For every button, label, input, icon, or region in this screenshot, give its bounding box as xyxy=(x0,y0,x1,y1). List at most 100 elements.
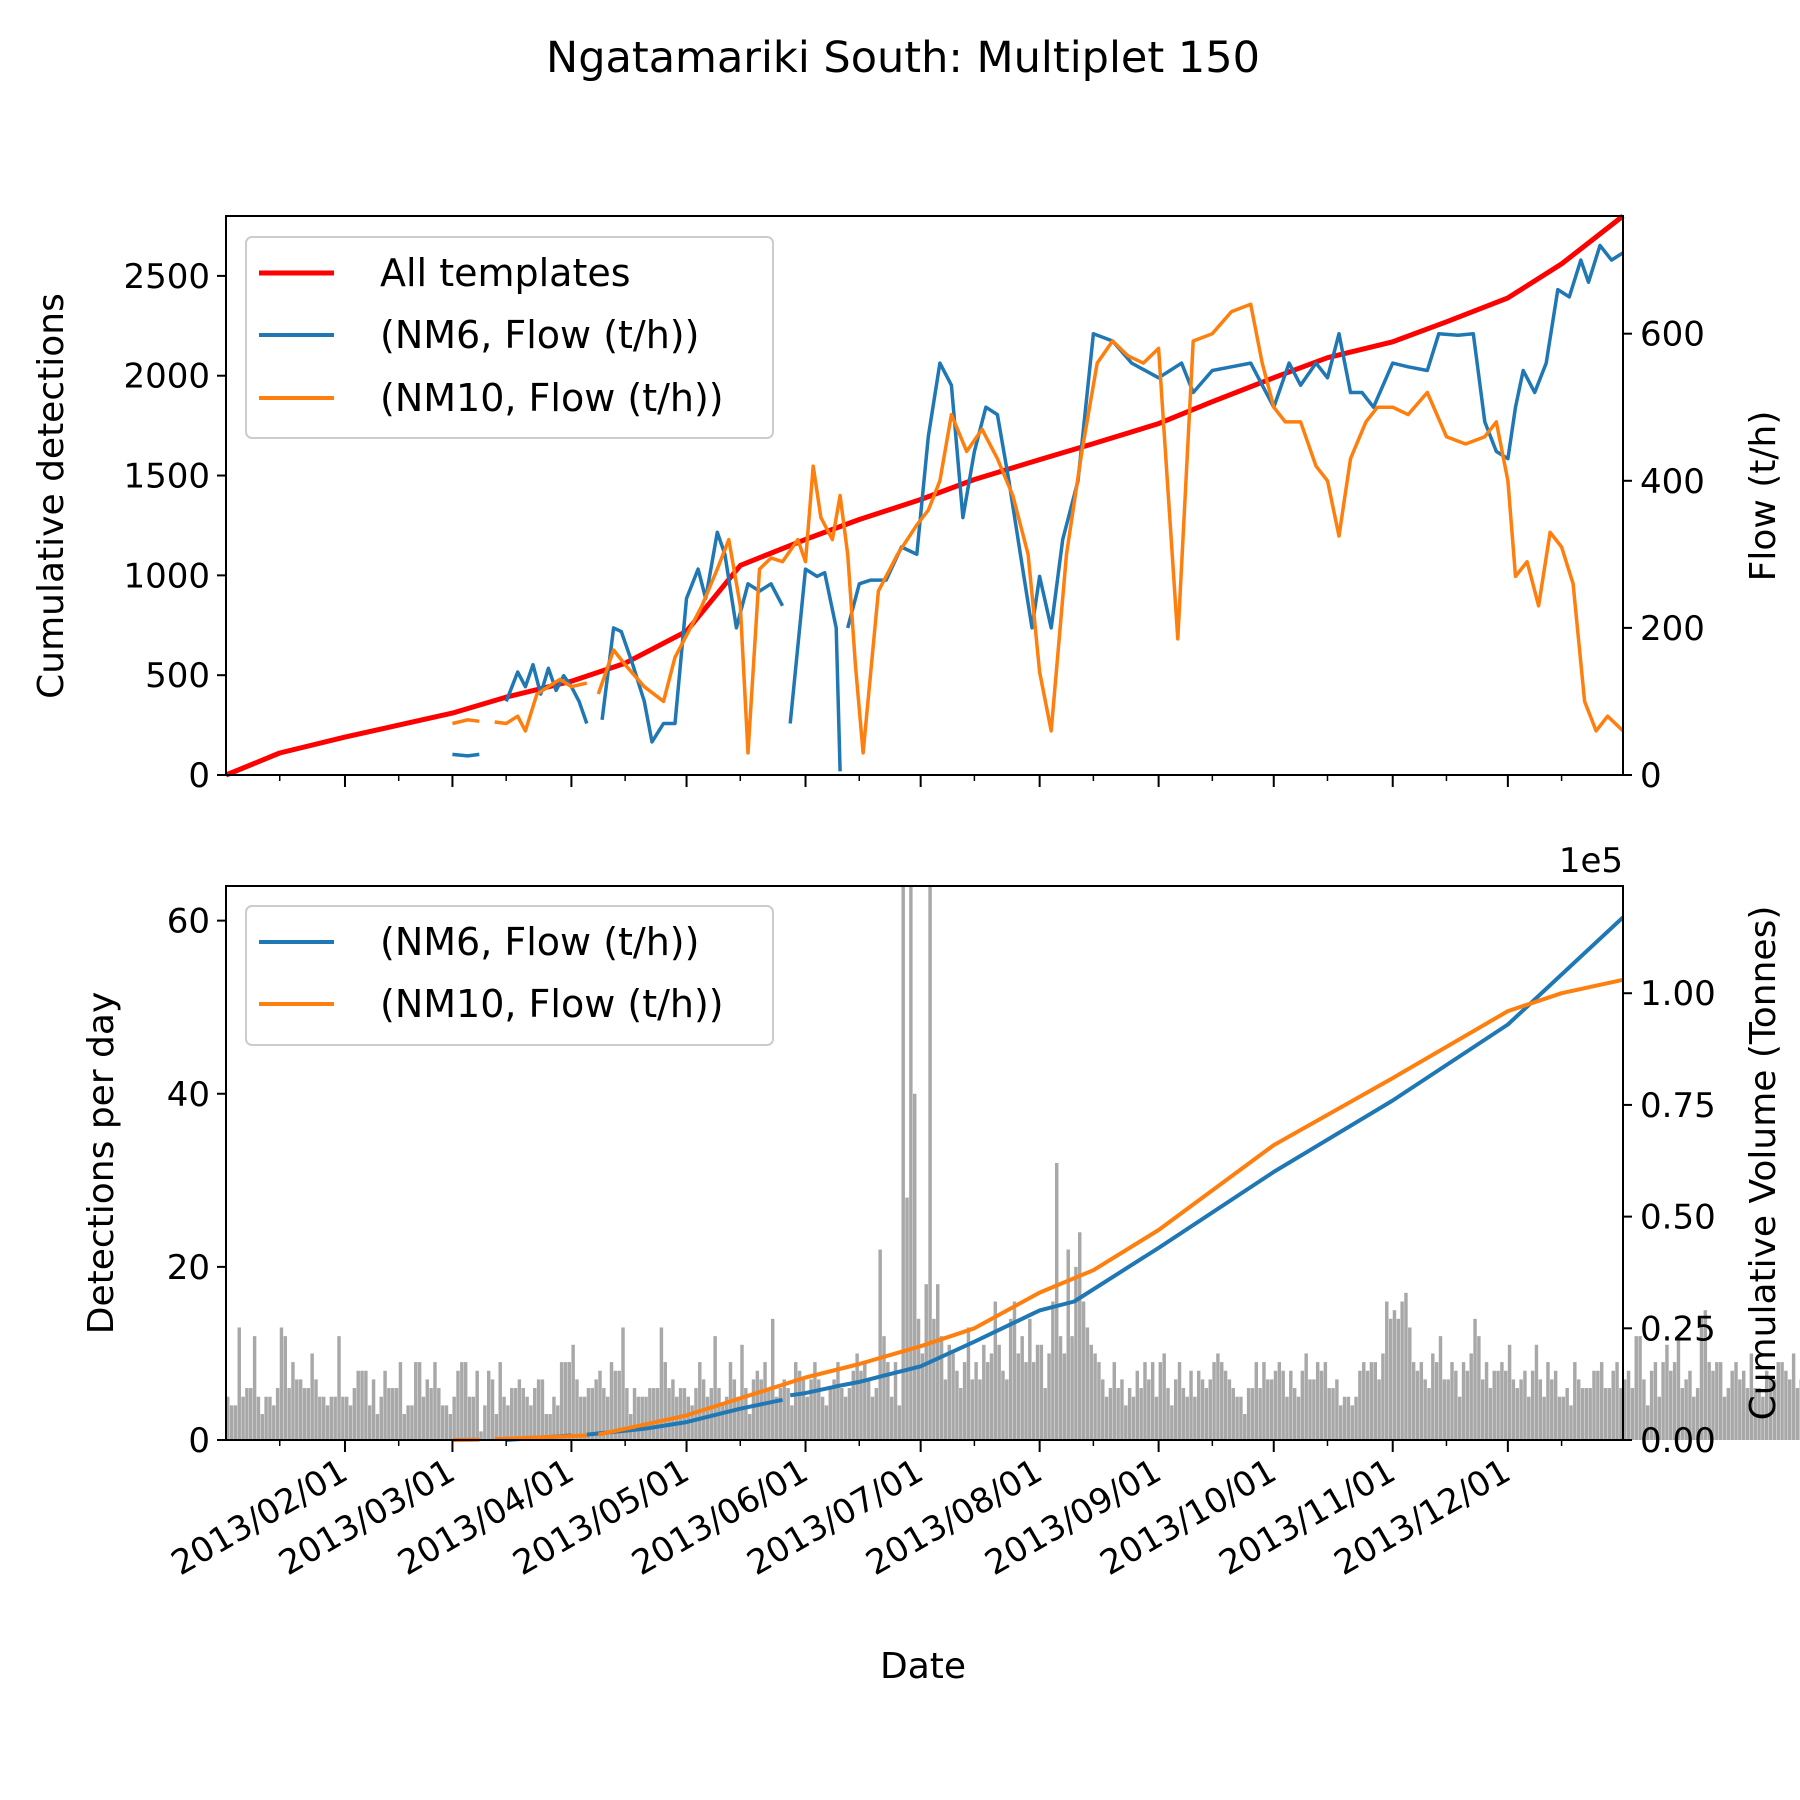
daily-bar xyxy=(226,1396,230,1440)
top-plot-area xyxy=(225,214,1625,778)
daily-bar xyxy=(667,1388,671,1440)
daily-bar xyxy=(1550,1379,1554,1440)
daily-bar xyxy=(1235,1396,1239,1440)
daily-bar xyxy=(1054,1163,1059,1440)
daily-bar xyxy=(1185,1396,1189,1440)
daily-bar xyxy=(1327,1388,1331,1440)
daily-bar xyxy=(494,1414,499,1440)
daily-bar xyxy=(1573,1362,1577,1440)
daily-bar xyxy=(1465,1370,1470,1440)
legend-label-nm6-volume: (NM6, Flow (t/h)) xyxy=(380,920,699,964)
bottom-left-y-label: Detections per day xyxy=(81,992,122,1335)
daily-bar xyxy=(613,1370,618,1440)
daily-bar xyxy=(951,1353,955,1440)
daily-bar xyxy=(989,1353,994,1440)
daily-bar xyxy=(1749,1353,1754,1440)
daily-bar xyxy=(1273,1370,1278,1440)
daily-bar xyxy=(1484,1362,1489,1440)
daily-bar xyxy=(1446,1379,1450,1440)
daily-bar xyxy=(1254,1362,1259,1440)
daily-bar xyxy=(1346,1396,1351,1440)
daily-bar xyxy=(1450,1362,1454,1440)
daily-bar xyxy=(832,1379,836,1440)
daily-bar xyxy=(1066,1249,1070,1440)
daily-bar xyxy=(318,1396,322,1440)
daily-bar xyxy=(1530,1370,1535,1440)
daily-bar xyxy=(1258,1388,1262,1440)
daily-bar xyxy=(721,1405,725,1441)
daily-bar xyxy=(283,1336,288,1441)
series-line-nm6-flow-segment xyxy=(600,530,785,744)
daily-bar xyxy=(751,1379,756,1440)
daily-bar xyxy=(1227,1379,1232,1440)
daily-bar xyxy=(498,1362,502,1440)
daily-bar xyxy=(1619,1388,1623,1440)
daily-bar xyxy=(1692,1396,1696,1440)
y2-tick-label: 600 xyxy=(1640,315,1705,355)
daily-bar xyxy=(985,1362,990,1440)
daily-bar xyxy=(1565,1388,1569,1440)
daily-bar xyxy=(774,1396,779,1440)
top-axes-frame xyxy=(225,215,1624,776)
daily-bar xyxy=(794,1362,798,1440)
daily-bar xyxy=(671,1379,675,1440)
bottom-axes-frame xyxy=(225,885,1624,1441)
daily-bar xyxy=(471,1396,476,1440)
daily-bar xyxy=(1504,1370,1508,1440)
bottom-plot-area xyxy=(452,915,1625,1442)
y2-tick-label: 0 xyxy=(1640,756,1662,796)
daily-bar xyxy=(249,1388,253,1440)
daily-bar xyxy=(463,1362,468,1440)
daily-bar xyxy=(429,1388,433,1440)
daily-bar xyxy=(602,1388,606,1440)
daily-bar xyxy=(1135,1370,1140,1440)
daily-bar xyxy=(1001,1370,1005,1440)
daily-bar xyxy=(1519,1379,1523,1440)
daily-bar xyxy=(360,1370,364,1440)
daily-bar xyxy=(905,1197,909,1441)
daily-bar xyxy=(1070,1336,1074,1441)
daily-bar xyxy=(1204,1388,1209,1440)
daily-bar xyxy=(368,1405,372,1441)
daily-bar xyxy=(375,1414,380,1440)
top-left-y-label: Cumulative detections xyxy=(31,293,72,699)
daily-bar xyxy=(364,1370,368,1440)
daily-bar xyxy=(855,1353,859,1440)
daily-bar xyxy=(1607,1388,1612,1440)
daily-bar xyxy=(1473,1318,1477,1440)
daily-bar xyxy=(1365,1370,1370,1440)
daily-bar xyxy=(1377,1379,1381,1440)
daily-bar xyxy=(1162,1353,1166,1440)
y2-tick-label: 0.75 xyxy=(1640,1086,1716,1126)
daily-bar xyxy=(1580,1388,1585,1440)
series-line-nm6-flow-segment xyxy=(504,662,589,725)
daily-bar xyxy=(1538,1379,1543,1440)
daily-bar xyxy=(448,1414,453,1440)
y2-tick-label: 1.00 xyxy=(1640,974,1716,1014)
top-left-y-axis: 0 500 1000 1500 2000 2500 xyxy=(123,257,226,796)
daily-bar xyxy=(1634,1336,1638,1441)
daily-bar xyxy=(1296,1396,1301,1440)
daily-bar xyxy=(605,1396,610,1440)
daily-bar xyxy=(740,1344,744,1440)
daily-bar xyxy=(1741,1370,1746,1440)
daily-bar xyxy=(452,1396,456,1440)
daily-bar xyxy=(1216,1353,1220,1440)
daily-bar xyxy=(264,1396,268,1440)
daily-bar xyxy=(475,1370,479,1440)
daily-bar xyxy=(724,1396,729,1440)
daily-bar xyxy=(1239,1396,1243,1440)
daily-bar xyxy=(540,1379,545,1440)
daily-bar xyxy=(1431,1353,1435,1440)
daily-bar xyxy=(1569,1405,1573,1441)
daily-bar xyxy=(371,1379,376,1440)
daily-bar xyxy=(1734,1362,1738,1440)
daily-bar xyxy=(878,1249,882,1440)
daily-bar xyxy=(809,1379,813,1440)
daily-bar xyxy=(1262,1362,1266,1440)
daily-bar xyxy=(1101,1379,1105,1440)
daily-bar xyxy=(1212,1362,1216,1440)
daily-bar xyxy=(456,1370,460,1440)
daily-bar xyxy=(245,1388,249,1440)
daily-bar xyxy=(763,1362,767,1440)
